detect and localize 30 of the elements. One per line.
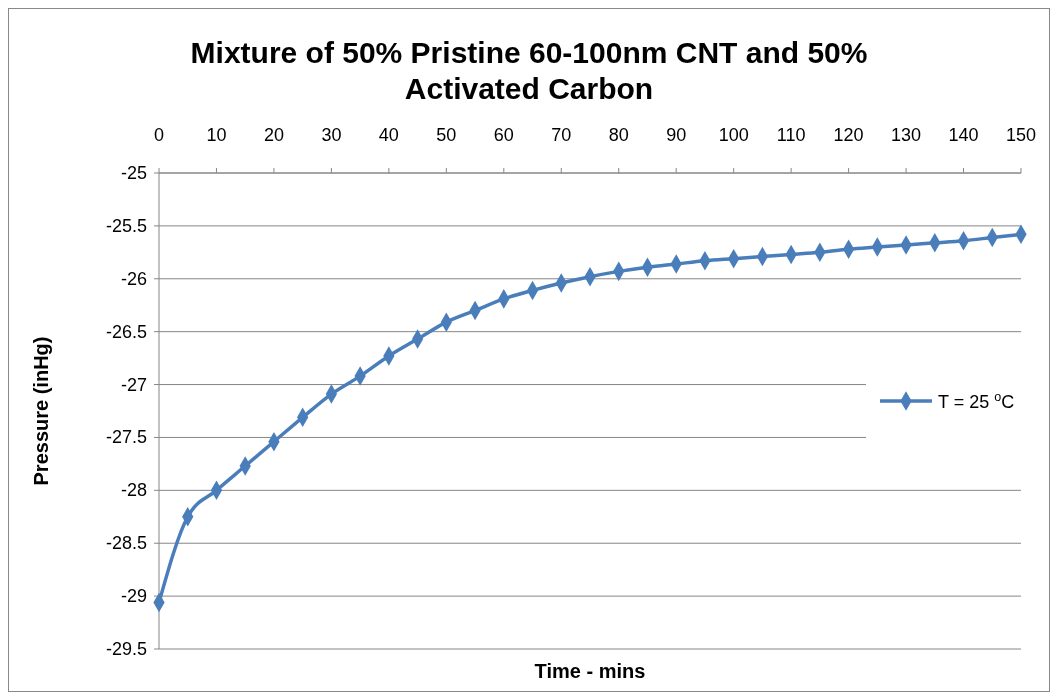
x-tick-label: 70 <box>551 125 572 145</box>
x-tick-label: 130 <box>891 125 922 145</box>
y-tick-label: -28.5 <box>105 533 147 554</box>
x-tick-label: 40 <box>378 125 399 145</box>
x-tick-label: 10 <box>206 125 227 145</box>
x-tick-label: 140 <box>948 125 979 145</box>
y-tick-label: -28 <box>120 480 147 501</box>
y-tick-label: -26.5 <box>105 321 147 342</box>
x-tick-label: 60 <box>493 125 514 145</box>
y-axis-title: Pressure (inHg) <box>30 336 52 486</box>
y-tick-label: -26 <box>120 268 147 289</box>
x-tick-label: 100 <box>718 125 749 145</box>
x-tick-label: 90 <box>666 125 687 145</box>
y-tick-label: -25.5 <box>105 215 147 236</box>
y-tick-label: -29.5 <box>105 639 147 659</box>
y-tick-label: -29 <box>120 586 147 607</box>
y-tick-label: -25 <box>120 163 147 183</box>
x-tick-label: 80 <box>608 125 629 145</box>
x-tick-label: 110 <box>776 125 806 145</box>
y-tick-label: -27 <box>120 374 147 395</box>
x-tick-label: 30 <box>321 125 342 145</box>
x-tick-label: 20 <box>263 125 284 145</box>
legend-label: T = 25 $^{o}$C <box>938 390 1015 412</box>
x-tick-label: 150 <box>1005 125 1037 145</box>
x-tick-label: 120 <box>833 125 864 145</box>
x-tick-label: 0 <box>153 125 165 145</box>
x-axis-title: Time - mins <box>534 660 646 682</box>
chart-title: Mixture of 50% Pristine 60-100nm CNT and 50% Activated Carbon <box>190 36 868 105</box>
y-tick-label: -27.5 <box>105 427 147 448</box>
x-tick-label: 50 <box>436 125 457 145</box>
